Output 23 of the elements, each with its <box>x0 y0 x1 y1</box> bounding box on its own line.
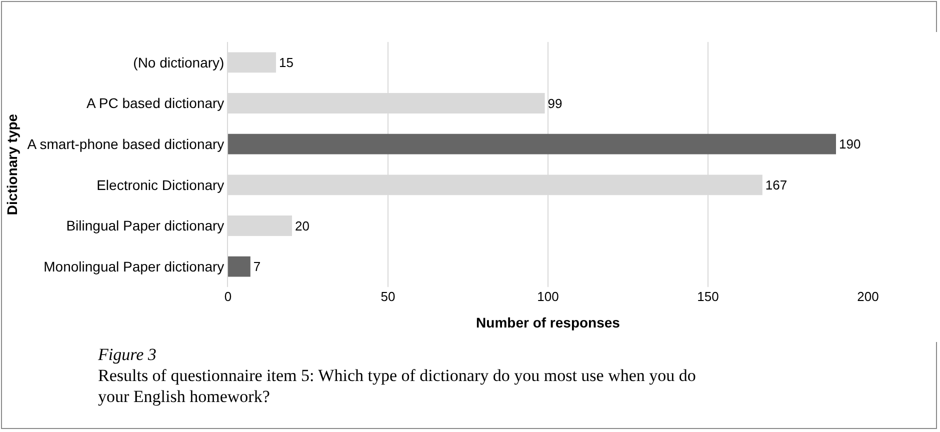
y-tick-label: Electronic Dictionary <box>96 176 224 193</box>
x-tick-label: 0 <box>224 289 232 304</box>
data-label: 167 <box>765 177 788 192</box>
text: Results of questionnaire item 5: Which type of dictionary do you most use when you do your English homework? <box>98 365 697 407</box>
bar <box>228 256 250 277</box>
x-tick-label: 200 <box>857 289 879 304</box>
data-label: 190 <box>839 136 861 152</box>
data-label: 7 <box>253 259 261 274</box>
data-label: 20 <box>295 218 310 234</box>
y-tick-label: Bilingual Paper dictionary <box>66 218 224 234</box>
y-tick-label: A PC based dictionary <box>86 95 224 112</box>
caption: Figure 3 <box>98 344 158 365</box>
y-tick-label: Monolingual Paper dictionary <box>44 258 224 274</box>
data-label: 15 <box>279 54 294 70</box>
data-label: 99 <box>548 96 562 111</box>
x-tick-label: 100 <box>537 289 559 304</box>
y-axis-title: Dictionary type <box>4 114 20 216</box>
x-axis-title: Number of responses <box>476 314 620 330</box>
x-tick-label: 150 <box>697 289 719 304</box>
bar <box>228 134 836 154</box>
y-tick-label: (No dictionary) <box>133 54 224 70</box>
y-tick-label: A smart-phone based dictionary <box>27 136 224 152</box>
x-tick-label: 50 <box>380 289 396 304</box>
